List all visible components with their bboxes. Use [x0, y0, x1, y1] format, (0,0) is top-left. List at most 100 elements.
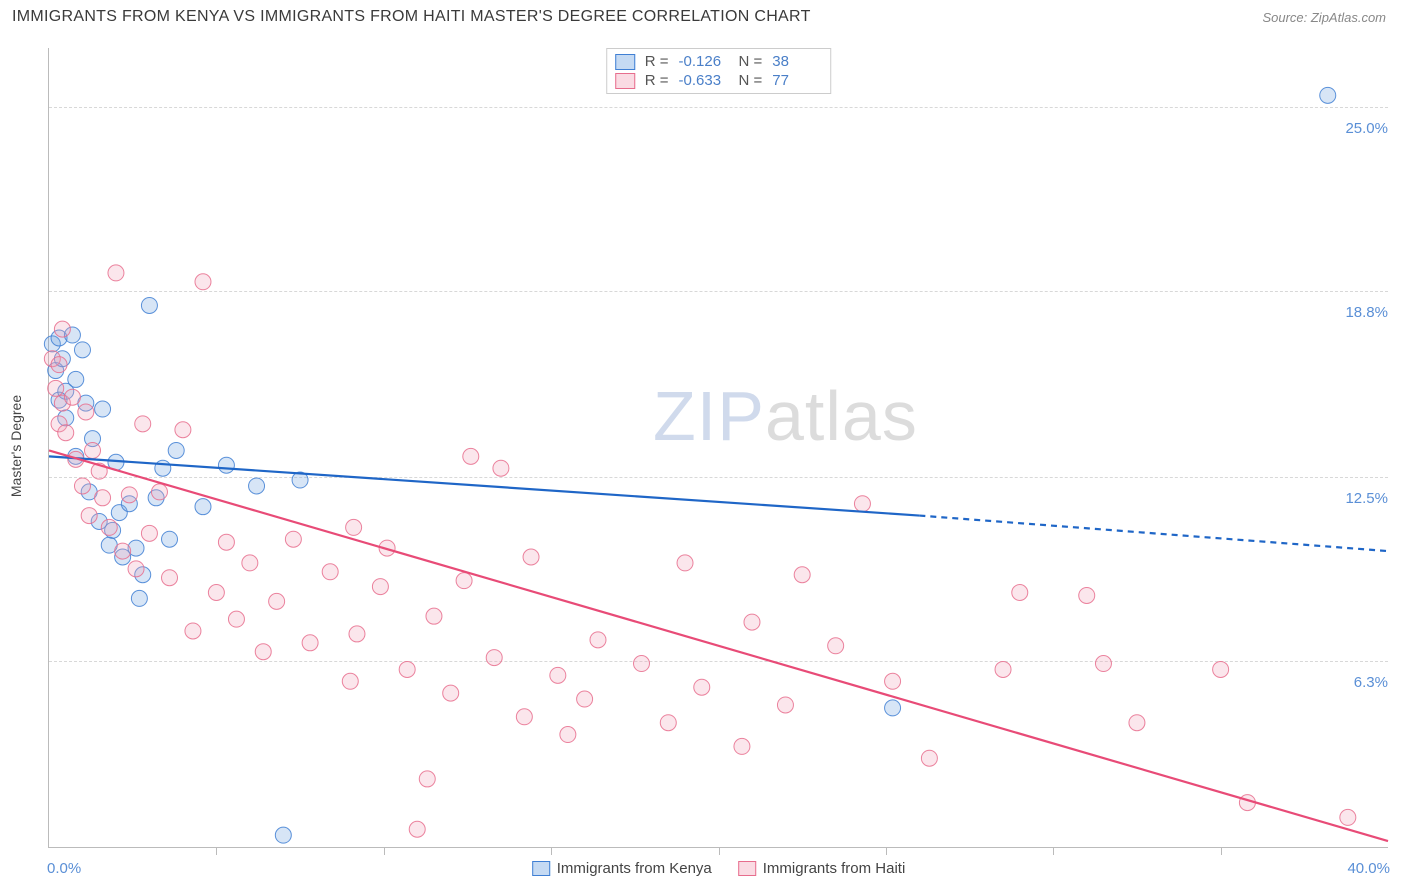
- x-min-label: 0.0%: [47, 860, 81, 877]
- scatter-point: [48, 380, 64, 396]
- scatter-point: [228, 611, 244, 627]
- scatter-point: [58, 425, 74, 441]
- source-label: Source: ZipAtlas.com: [1262, 10, 1386, 25]
- scatter-point: [81, 508, 97, 524]
- scatter-point: [269, 593, 285, 609]
- scatter-point: [168, 442, 184, 458]
- scatter-point: [141, 297, 157, 313]
- r-value-0: -0.126: [679, 53, 729, 70]
- scatter-point: [95, 401, 111, 417]
- scatter-point: [777, 697, 793, 713]
- chart-area: ZIPatlas 6.3%12.5%18.8%25.0% 0.0% 40.0% …: [48, 48, 1388, 848]
- n-value-0: 38: [772, 53, 822, 70]
- scatter-point: [54, 321, 70, 337]
- scatter-plot: [49, 48, 1388, 847]
- scatter-point: [135, 416, 151, 432]
- r-label: R =: [645, 53, 669, 70]
- scatter-point: [734, 738, 750, 754]
- x-tick: [551, 847, 552, 855]
- scatter-point: [95, 490, 111, 506]
- legend-series-swatch-0: [532, 861, 550, 876]
- scatter-point: [463, 448, 479, 464]
- x-tick: [384, 847, 385, 855]
- r-value-1: -0.633: [679, 72, 729, 89]
- scatter-point: [101, 519, 117, 535]
- scatter-point: [677, 555, 693, 571]
- scatter-point: [921, 750, 937, 766]
- scatter-point: [175, 422, 191, 438]
- scatter-point: [155, 460, 171, 476]
- scatter-point: [195, 499, 211, 515]
- scatter-point: [854, 496, 870, 512]
- scatter-point: [68, 371, 84, 387]
- chart-title: IMMIGRANTS FROM KENYA VS IMMIGRANTS FROM…: [12, 8, 811, 26]
- x-tick: [216, 847, 217, 855]
- scatter-point: [218, 534, 234, 550]
- trend-line-dashed: [919, 516, 1388, 552]
- legend-series-item-0: Immigrants from Kenya: [532, 860, 712, 877]
- scatter-point: [794, 567, 810, 583]
- scatter-point: [121, 487, 137, 503]
- scatter-point: [1340, 809, 1356, 825]
- scatter-point: [115, 543, 131, 559]
- r-label: R =: [645, 72, 669, 89]
- scatter-point: [218, 457, 234, 473]
- scatter-point: [516, 709, 532, 725]
- scatter-point: [51, 357, 67, 373]
- n-label: N =: [739, 53, 763, 70]
- scatter-point: [995, 661, 1011, 677]
- n-value-1: 77: [772, 72, 822, 89]
- scatter-point: [64, 389, 80, 405]
- scatter-point: [590, 632, 606, 648]
- trend-line: [49, 450, 1388, 841]
- scatter-point: [85, 442, 101, 458]
- scatter-point: [660, 715, 676, 731]
- scatter-point: [151, 484, 167, 500]
- scatter-point: [523, 549, 539, 565]
- scatter-point: [828, 638, 844, 654]
- scatter-point: [1079, 587, 1095, 603]
- scatter-point: [1012, 585, 1028, 601]
- scatter-point: [634, 656, 650, 672]
- scatter-point: [285, 531, 301, 547]
- scatter-point: [249, 478, 265, 494]
- scatter-point: [885, 700, 901, 716]
- x-tick: [719, 847, 720, 855]
- scatter-point: [255, 644, 271, 660]
- x-max-label: 40.0%: [1347, 860, 1390, 877]
- scatter-point: [302, 635, 318, 651]
- scatter-point: [108, 265, 124, 281]
- scatter-point: [1129, 715, 1145, 731]
- x-tick: [1221, 847, 1222, 855]
- scatter-point: [550, 667, 566, 683]
- legend-swatch-1: [615, 73, 635, 89]
- scatter-point: [162, 531, 178, 547]
- scatter-point: [577, 691, 593, 707]
- scatter-point: [419, 771, 435, 787]
- scatter-point: [208, 585, 224, 601]
- legend-stats-row-1: R = -0.633 N = 77: [615, 71, 823, 90]
- scatter-point: [242, 555, 258, 571]
- scatter-point: [346, 519, 362, 535]
- legend-series-label-0: Immigrants from Kenya: [557, 860, 712, 877]
- scatter-point: [372, 579, 388, 595]
- trend-line: [49, 456, 919, 515]
- legend-series-item-1: Immigrants from Haiti: [738, 860, 906, 877]
- legend-swatch-0: [615, 54, 635, 70]
- scatter-point: [74, 342, 90, 358]
- scatter-point: [493, 460, 509, 476]
- scatter-point: [744, 614, 760, 630]
- scatter-point: [141, 525, 157, 541]
- scatter-point: [694, 679, 710, 695]
- scatter-point: [426, 608, 442, 624]
- scatter-point: [1095, 656, 1111, 672]
- scatter-point: [322, 564, 338, 580]
- scatter-point: [162, 570, 178, 586]
- legend-stats-row-0: R = -0.126 N = 38: [615, 52, 823, 71]
- scatter-point: [443, 685, 459, 701]
- y-axis-title: Master's Degree: [8, 395, 24, 497]
- scatter-point: [74, 478, 90, 494]
- scatter-point: [456, 573, 472, 589]
- legend-series-label-1: Immigrants from Haiti: [763, 860, 906, 877]
- x-tick: [886, 847, 887, 855]
